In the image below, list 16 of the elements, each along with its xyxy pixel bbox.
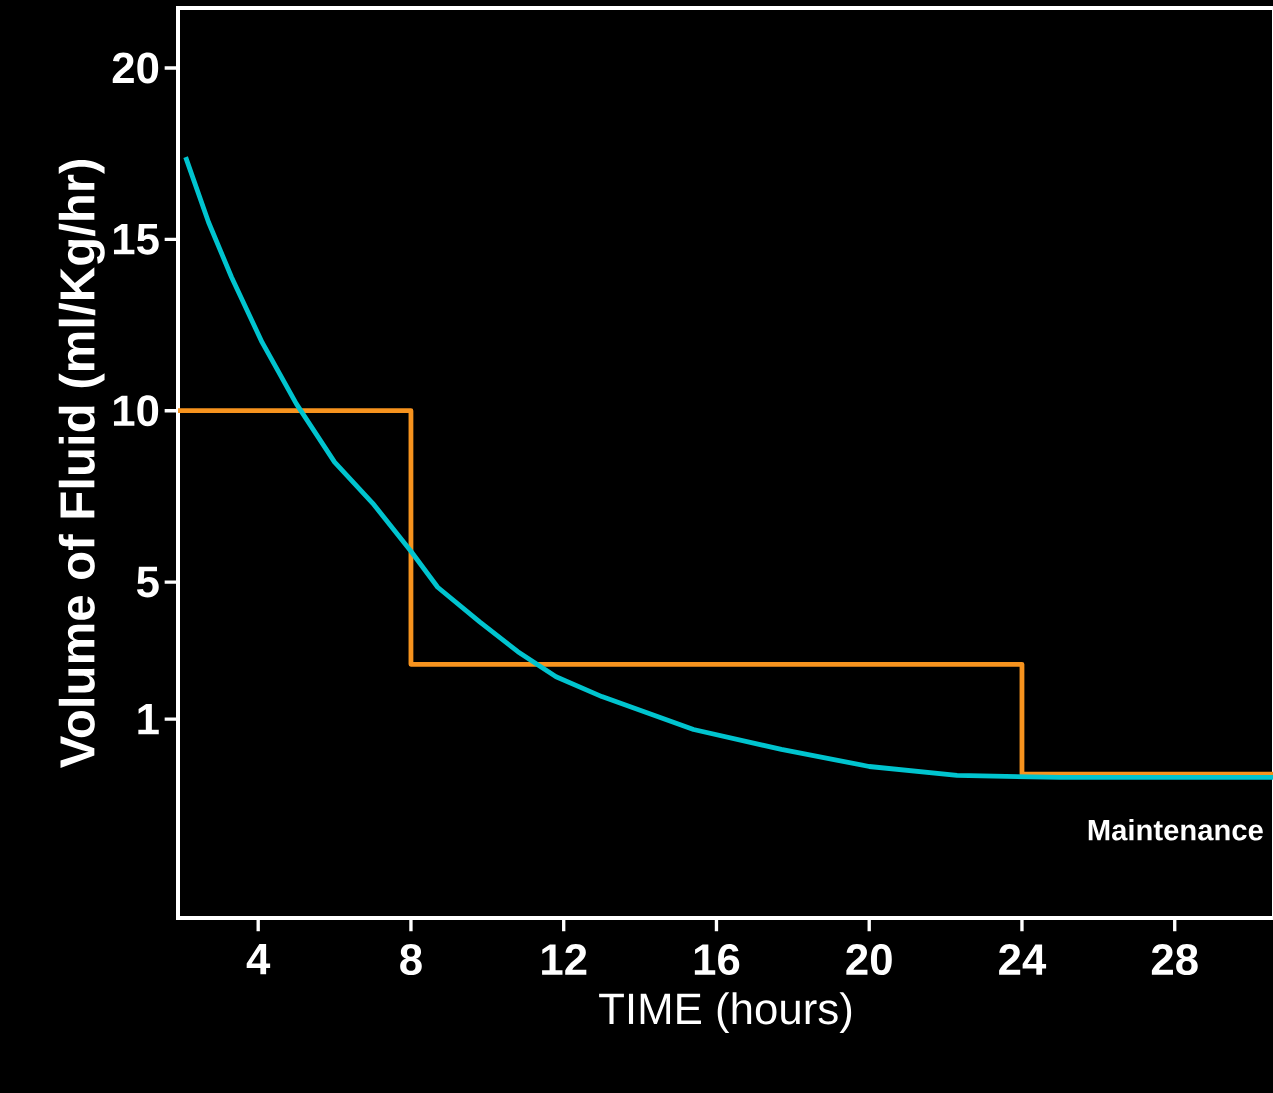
x-tick-label: 4 (246, 944, 271, 975)
x-tick-label: 28 (1151, 944, 1198, 976)
y-axis-title: Volume of Fluid (ml/Kg/hr) (58, 160, 105, 768)
x-tick-label: 20 (846, 944, 892, 976)
annotation: Maintenance (1088, 819, 1263, 841)
x-tick-label: 16 (694, 944, 740, 976)
y-tick-label: 1 (138, 704, 159, 735)
y-tick-label: 20 (112, 52, 159, 84)
x-tick-label: 8 (400, 944, 422, 976)
x-tick-label: 12 (542, 944, 587, 975)
line-series (183, 154, 1273, 780)
x-tick-label: 24 (999, 944, 1047, 975)
y-tick-label: 5 (136, 566, 159, 598)
y-tick-label: 10 (113, 395, 159, 427)
y-tick-label: 15 (113, 224, 159, 255)
x-axis-title: TIME (hours) (599, 992, 852, 1034)
